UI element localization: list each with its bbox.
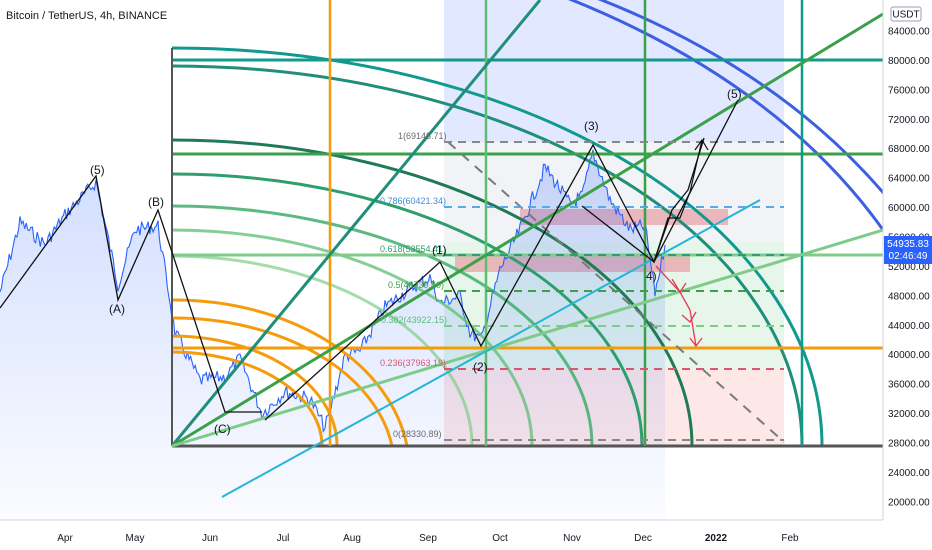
price-tick-label: 52000.00 [888, 262, 930, 273]
fib-label-0618: 0.618(53554.41) [380, 244, 446, 254]
projection-black [653, 139, 703, 263]
blue-arc-2 [567, 0, 883, 233]
time-tick-label: 2022 [705, 533, 728, 544]
price-tick-label: 28000.00 [888, 439, 930, 450]
blue-arc-1 [597, 0, 883, 195]
orange-arc-3 [171, 334, 339, 447]
price-tick-label: 36000.00 [888, 380, 930, 391]
wave-label-4: 4) [646, 269, 657, 283]
arrow-head-red-1 [671, 278, 687, 294]
fib-labels: 1(69148.71) 0.786(60421.34) 0.618(53554.… [380, 131, 447, 439]
time-tick-label: Feb [781, 533, 799, 544]
zone-blue [444, 0, 784, 142]
wave-lines-main [264, 99, 739, 421]
wave-lines-early [0, 174, 262, 413]
time-tick-label: Oct [492, 533, 508, 544]
time-tick-label: Jun [202, 533, 218, 544]
price-tick-label: 20000.00 [888, 497, 930, 508]
teal-arc-mid [171, 64, 804, 447]
time-tick-label: Nov [563, 533, 581, 544]
fib-label-1: 1(69148.71) [398, 131, 447, 141]
green-arc-3 [171, 204, 594, 447]
price-tick-label: 40000.00 [888, 350, 930, 361]
fan-1 [170, 0, 542, 447]
time-tick-label: Dec [634, 533, 652, 544]
currency-badge[interactable] [890, 6, 922, 22]
gann-overlay [0, 0, 883, 498]
wave-label-5-proj: (5) [727, 87, 742, 101]
orange-arc-2 [171, 316, 394, 447]
time-tick-label: Jul [277, 533, 290, 544]
price-tick-label: 84000.00 [888, 27, 930, 38]
currency-label: USDT [892, 10, 919, 21]
price-tick-label: 68000.00 [888, 144, 930, 155]
green-arc-1 [171, 138, 694, 447]
orange-arc-4 [171, 350, 324, 447]
wave-label-B: (B) [148, 195, 164, 209]
last-price: 54935.83 [887, 239, 929, 250]
time-tick-label: Sep [419, 533, 437, 544]
time-tick-label: May [126, 533, 145, 544]
wave-lines-proj [581, 137, 705, 264]
price-axis[interactable]: 84000.00 80000.00 76000.00 72000.00 68000.00… [882, 0, 932, 550]
arrow-head-red-3 [689, 337, 703, 348]
orange-arc-1 [171, 298, 409, 447]
price-tick-label: 76000.00 [888, 85, 930, 96]
fib-label-0786: 0.786(60421.34) [380, 196, 446, 206]
time-tick-label: Apr [57, 533, 73, 544]
fan-2 [171, 12, 883, 448]
fan-3 [171, 228, 883, 448]
green-arc-4 [171, 228, 534, 447]
cyan-trendline [221, 199, 761, 498]
wave-label-A: (A) [109, 302, 125, 316]
price-tick-label: 24000.00 [888, 468, 930, 479]
price-tick-label: 72000.00 [888, 115, 930, 126]
wave-labels: (5) (A) (B) (C) (1) (2) (3) 4) (5) [90, 87, 742, 436]
fib-label-0382: 0.382(43922.15) [381, 315, 447, 325]
wave-label-3: (3) [584, 119, 599, 133]
price-tick-label: 80000.00 [888, 56, 930, 67]
price-tick-label: 44000.00 [888, 321, 930, 332]
countdown: 02:46:49 [889, 251, 928, 262]
fib-label-0236: 0.236(37963.19) [380, 358, 446, 368]
fib-label-0: 0(28330.89) [393, 429, 442, 439]
price-tick-label: 48000.00 [888, 291, 930, 302]
wave-label-5-early: (5) [90, 163, 105, 177]
time-axis[interactable]: Apr May Jun Jul Aug Sep Oct Nov Dec 2022 Feb [0, 519, 932, 550]
projection-red [655, 265, 697, 347]
price-tick-label: 60000.00 [888, 203, 930, 214]
wave-label-2: (2) [473, 360, 488, 374]
price-tick-label: 64000.00 [888, 174, 930, 185]
wave-label-C: (C) [214, 422, 231, 436]
arrow-head-black [694, 138, 709, 151]
price-tick-label: 32000.00 [888, 409, 930, 420]
wave-label-1: (1) [432, 243, 447, 257]
chart-title: Bitcoin / TetherUS, 4h, BINANCE [6, 10, 168, 22]
price-area [0, 149, 665, 520]
fib-label-05: 0.5(48739.80) [388, 280, 444, 290]
time-tick-label: Aug [343, 533, 361, 544]
last-price-tag [884, 236, 932, 264]
arrow-head-red-2 [681, 311, 697, 324]
